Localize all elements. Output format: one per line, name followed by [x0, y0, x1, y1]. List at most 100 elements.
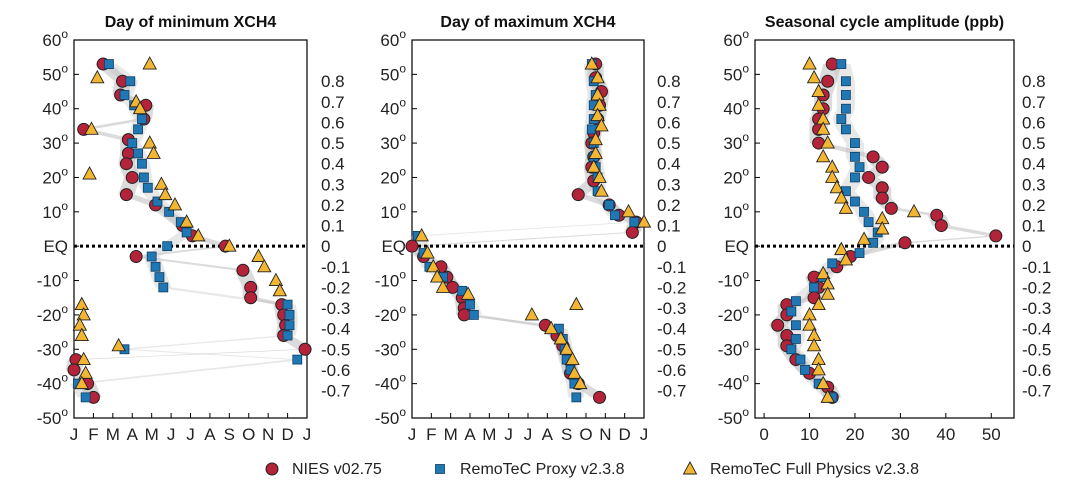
y2-tick-label: -0.4 [1022, 320, 1051, 339]
data-point [282, 330, 293, 341]
data-point [850, 196, 860, 207]
y2-tick-label: 0.4 [1022, 155, 1046, 174]
data-point [636, 214, 652, 228]
y2-tick-label: -0.2 [321, 278, 350, 297]
data-point [821, 74, 835, 88]
data-point [621, 203, 636, 218]
data-point [836, 59, 847, 69]
y-tick-label: -50o [375, 405, 407, 428]
data-point [786, 306, 797, 317]
data-point [429, 269, 445, 283]
x-tick-label: O [242, 425, 255, 444]
y2-tick-label: -0.2 [657, 278, 686, 297]
data-point [142, 56, 157, 70]
data-point [72, 317, 88, 331]
y2-tick-label: -0.7 [321, 382, 350, 401]
y-tick-label: 20o [723, 164, 749, 187]
y-tick-label: 50o [723, 61, 749, 84]
y-tick-label: 20o [42, 164, 68, 187]
data-point [815, 375, 831, 390]
data-point [854, 162, 865, 173]
data-point [414, 227, 429, 242]
y2-tick-label: 0 [321, 237, 330, 256]
data-point [840, 124, 851, 135]
data-point [405, 239, 419, 253]
data-point [80, 392, 91, 403]
data-point [898, 236, 912, 250]
data-point [836, 114, 847, 124]
data-point [119, 157, 133, 171]
data-point [827, 258, 838, 269]
data-point [850, 138, 860, 148]
plot-frame [754, 39, 1015, 419]
data-point [586, 159, 601, 173]
y-tick-label: 50o [42, 61, 68, 84]
y2-tick-label: 0.2 [321, 196, 345, 215]
y-tick-label: 30o [723, 130, 749, 153]
y-tick-label: 10o [42, 199, 68, 222]
y2-tick-label: 0.1 [321, 217, 345, 236]
data-point [133, 124, 143, 135]
legend-entry: RemoTeC Full Physics v2.3.8 [682, 461, 919, 478]
x-tick-label: S [224, 425, 235, 444]
data-point [298, 342, 312, 356]
x-tick-label: N [599, 425, 611, 444]
data-point [158, 282, 169, 293]
data-point [125, 76, 136, 87]
x-tick-label: S [561, 425, 572, 444]
data-point [809, 282, 819, 293]
data-point [588, 131, 603, 146]
x-tick-label: M [145, 425, 159, 444]
y2-tick-label: 0.6 [1022, 113, 1046, 132]
data-point [268, 272, 284, 286]
data-point [154, 272, 165, 283]
y-tick-label: 60o [723, 27, 749, 50]
x-tick-label: 40 [936, 425, 955, 444]
x-tick-label: D [281, 425, 293, 444]
x-tick-label: J [186, 425, 195, 444]
data-point [906, 203, 922, 218]
series-circle [771, 57, 1003, 404]
data-point [181, 227, 192, 238]
data-point [811, 83, 826, 97]
data-point [74, 375, 90, 390]
data-point [244, 291, 258, 305]
data-point [129, 249, 143, 263]
data-point [74, 296, 90, 311]
legend-marker [435, 464, 445, 474]
data-point [137, 158, 147, 169]
data-point [840, 76, 851, 87]
data-point [815, 148, 831, 163]
y2-tick-label: 0.8 [1022, 72, 1046, 91]
y-tick-label: 20o [380, 164, 406, 187]
legend-marker [265, 462, 279, 476]
x-tick-label: F [88, 425, 98, 444]
data-point [179, 214, 194, 228]
legend-marker [682, 461, 698, 475]
data-point [82, 166, 97, 180]
data-point [590, 107, 605, 122]
y2-tick-label: 0.3 [321, 175, 345, 194]
y2-tick-label: 0.6 [657, 113, 681, 132]
data-point [592, 169, 607, 183]
y2-tick-label: 0.1 [1022, 217, 1046, 236]
data-point [934, 219, 948, 233]
data-point [420, 245, 435, 259]
data-point [251, 248, 266, 262]
y2-tick-label: -0.3 [1022, 299, 1051, 318]
data-point [834, 241, 849, 256]
x-tick-label: M [482, 425, 496, 444]
data-point [167, 197, 183, 211]
data-point [559, 341, 574, 355]
data-point [150, 261, 161, 272]
data-point [524, 306, 540, 321]
data-point [590, 87, 605, 101]
y2-tick-label: 0 [1022, 237, 1031, 256]
x-tick-label: O [579, 425, 592, 444]
data-point [257, 258, 272, 273]
y-tick-label: -10o [375, 268, 407, 291]
data-point [610, 210, 620, 221]
data-point [806, 337, 822, 352]
x-tick-label: A [204, 425, 216, 444]
panel-3: Seasonal cycle amplitude (ppb) -50o -40o -3… [718, 14, 1052, 444]
